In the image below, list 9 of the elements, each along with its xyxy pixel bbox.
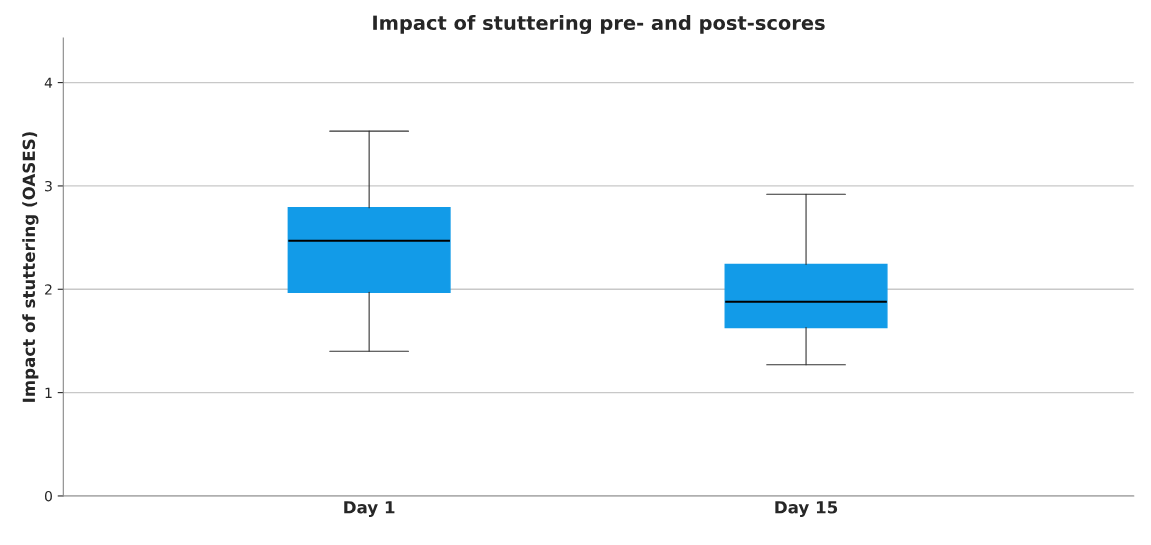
y-tick-label: 0 (44, 490, 52, 502)
y-tick-label: 1 (45, 387, 52, 398)
x-tick-label: Day 15 (775, 501, 838, 517)
x-tick-label: Day 1 (344, 501, 395, 517)
y-tick-label: 4 (44, 77, 53, 88)
y-axis-title: Impact of stuttering (OASES) (22, 132, 39, 402)
y-tick-label: 2 (45, 284, 52, 295)
y-tick-label: 3 (45, 180, 52, 192)
chart-title: Impact of stuttering pre- and post-scores (373, 15, 825, 35)
